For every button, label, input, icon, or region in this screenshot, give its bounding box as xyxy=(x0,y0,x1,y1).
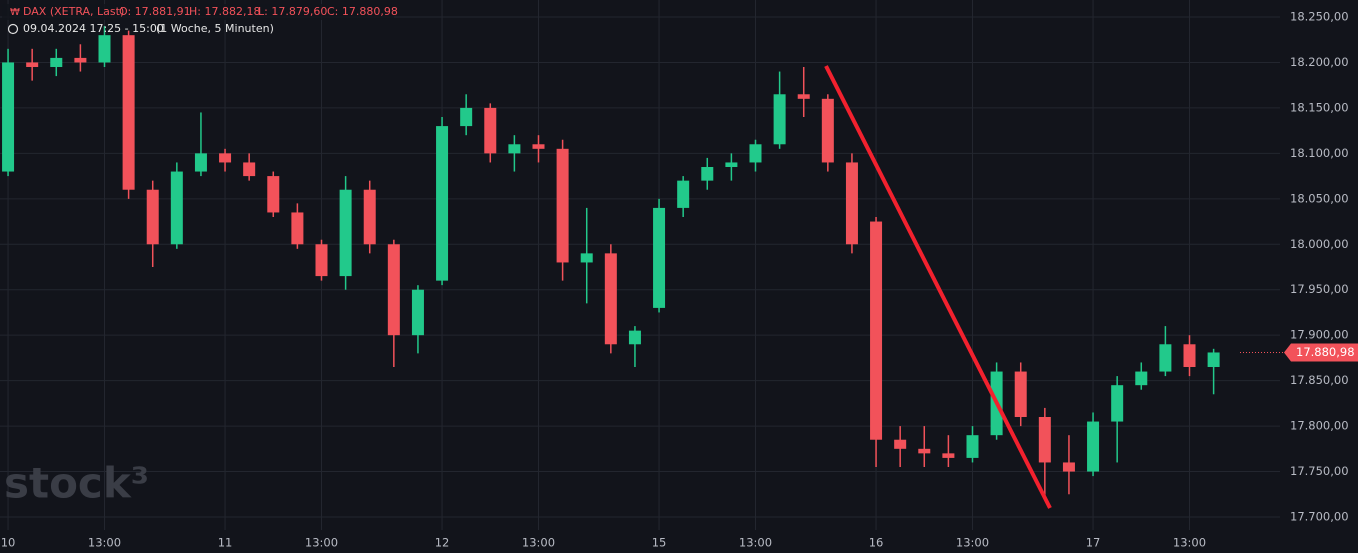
close: C: 17.880,98 xyxy=(327,5,398,18)
x-tick-label: 13:00 xyxy=(88,536,121,550)
candle-body xyxy=(460,107,473,127)
candle-body xyxy=(580,253,593,263)
last-price-tag xyxy=(1284,343,1358,362)
x-tick-label: 13:00 xyxy=(305,536,338,550)
candle-body xyxy=(315,244,328,277)
low: L: 17.879,60 xyxy=(258,5,327,18)
period: 09.04.2024 17:25 - 15:00 xyxy=(23,22,164,35)
y-tick-label: 17.750,00 xyxy=(1290,464,1349,478)
candle-body xyxy=(966,435,979,458)
x-tick-label: 11 xyxy=(218,536,233,550)
x-tick-label: 12 xyxy=(435,536,450,550)
candle-body xyxy=(725,162,738,167)
y-tick-label: 18.000,00 xyxy=(1290,237,1349,251)
candle-body xyxy=(1062,462,1075,472)
candle-body xyxy=(845,162,858,245)
x-tick-label: 16 xyxy=(869,536,884,550)
watermark: stock³ xyxy=(4,459,149,508)
candle-body xyxy=(821,98,834,163)
candle-body xyxy=(170,171,183,245)
candle-body xyxy=(74,57,87,63)
candle-body xyxy=(701,167,714,181)
symbol: DAX (XETRA, Last) xyxy=(23,5,124,18)
candle-body xyxy=(677,180,690,208)
candle-body xyxy=(653,207,666,308)
candle-body xyxy=(98,35,111,63)
candle-body xyxy=(628,330,641,345)
candle-body xyxy=(291,212,304,245)
candle-body xyxy=(219,153,232,163)
candle-body xyxy=(267,176,280,213)
candle-body xyxy=(773,94,786,145)
candle-body xyxy=(2,62,15,172)
candle-body xyxy=(363,189,376,245)
trendline xyxy=(824,65,1052,509)
y-tick-label: 18.150,00 xyxy=(1290,100,1349,114)
candle-body xyxy=(194,153,207,172)
header-bg xyxy=(2,4,394,20)
candle-body xyxy=(1038,417,1051,463)
candles xyxy=(2,26,1220,499)
candle-body xyxy=(894,439,907,449)
candle-body xyxy=(26,62,39,67)
x-tick-label: 10 xyxy=(1,536,16,550)
candle-body xyxy=(411,289,424,336)
y-tick-label: 18.250,00 xyxy=(1290,10,1349,24)
candle-body xyxy=(1207,352,1220,367)
candle-body xyxy=(1183,344,1196,367)
y-tick-label: 17.900,00 xyxy=(1290,328,1349,342)
candle-body xyxy=(508,144,521,154)
y-tick-label: 17.950,00 xyxy=(1290,282,1349,296)
y-tick-label: 17.850,00 xyxy=(1290,373,1349,387)
candle-body xyxy=(918,448,931,454)
candle-body xyxy=(1135,371,1148,386)
candle-body xyxy=(122,35,135,190)
high: H: 17.882,18 xyxy=(189,5,260,18)
candle-body xyxy=(1111,385,1124,422)
y-tick-label: 18.200,00 xyxy=(1290,55,1349,69)
header-icon: ₩ xyxy=(10,7,20,18)
y-tick-label: 17.800,00 xyxy=(1290,419,1349,433)
x-tick-label: 13:00 xyxy=(1173,536,1206,550)
y-tick-label: 18.050,00 xyxy=(1290,191,1349,205)
candle-body xyxy=(1087,421,1100,472)
candle-body xyxy=(339,189,352,277)
candle-body xyxy=(146,189,159,245)
candle-body xyxy=(797,94,810,99)
x-tick-label: 17 xyxy=(1086,536,1101,550)
open: O: 17.881,91 xyxy=(119,5,191,18)
candle-body xyxy=(556,148,569,263)
y-tick-label: 18.100,00 xyxy=(1290,146,1349,160)
candle-body xyxy=(532,144,545,149)
candle-body xyxy=(484,107,497,154)
candle-body xyxy=(870,221,883,440)
candle-body xyxy=(1159,344,1172,372)
candle-body xyxy=(749,144,762,163)
x-tick-label: 15 xyxy=(652,536,667,550)
candle-body xyxy=(243,162,256,177)
y-axis: 17.700,00 17.750,00 17.800,00 17.850,00 17.9… xyxy=(1,10,1358,550)
candle-body xyxy=(50,57,63,67)
candle-body xyxy=(942,453,955,458)
y-tick-label: 17.700,00 xyxy=(1290,510,1349,524)
last-price-label: 17.880,98 xyxy=(1296,345,1355,359)
candle-body xyxy=(436,126,449,281)
x-tick-label: 13:00 xyxy=(739,536,772,550)
clock-icon xyxy=(7,23,19,35)
candle-body xyxy=(604,253,617,345)
x-tick-label: 13:00 xyxy=(956,536,989,550)
candle-body xyxy=(1014,371,1027,417)
x-tick-label: 13:00 xyxy=(522,536,555,550)
candle-body xyxy=(387,244,400,336)
interval: (1 Woche, 5 Minuten) xyxy=(156,22,274,35)
